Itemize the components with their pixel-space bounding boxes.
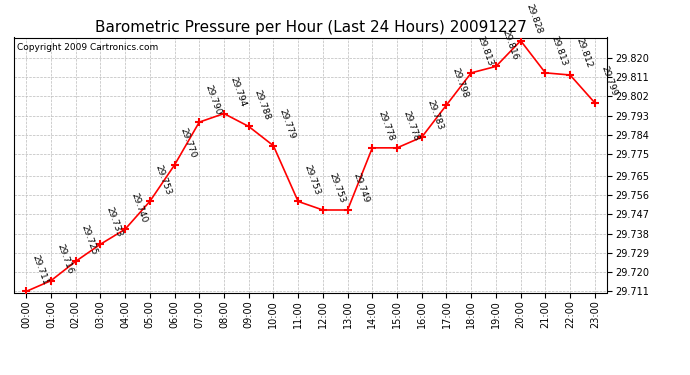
- Text: 29.798: 29.798: [451, 67, 470, 99]
- Text: 29.733: 29.733: [104, 206, 124, 239]
- Text: 29.788: 29.788: [253, 88, 272, 121]
- Text: 29.778: 29.778: [377, 110, 395, 142]
- Text: 29.740: 29.740: [129, 191, 148, 224]
- Text: 29.799: 29.799: [599, 64, 618, 97]
- Text: 29.812: 29.812: [574, 37, 593, 69]
- Text: 29.753: 29.753: [327, 172, 346, 204]
- Text: 29.753: 29.753: [302, 163, 322, 196]
- Text: 29.779: 29.779: [277, 108, 297, 140]
- Text: 29.716: 29.716: [55, 243, 75, 275]
- Text: 29.711: 29.711: [30, 253, 50, 286]
- Text: Copyright 2009 Cartronics.com: Copyright 2009 Cartronics.com: [17, 43, 158, 52]
- Text: 29.783: 29.783: [426, 99, 445, 132]
- Text: 29.813: 29.813: [549, 34, 569, 67]
- Text: 29.816: 29.816: [500, 28, 520, 61]
- Text: 29.790: 29.790: [204, 84, 223, 117]
- Text: 29.778: 29.778: [401, 110, 420, 142]
- Text: 29.749: 29.749: [352, 172, 371, 204]
- Text: 29.828: 29.828: [525, 3, 544, 35]
- Text: 29.725: 29.725: [80, 223, 99, 256]
- Text: 29.770: 29.770: [179, 127, 198, 159]
- Text: 29.813: 29.813: [475, 34, 495, 67]
- Text: 29.794: 29.794: [228, 75, 247, 108]
- Text: 29.753: 29.753: [154, 163, 173, 196]
- Title: Barometric Pressure per Hour (Last 24 Hours) 20091227: Barometric Pressure per Hour (Last 24 Ho…: [95, 20, 526, 35]
